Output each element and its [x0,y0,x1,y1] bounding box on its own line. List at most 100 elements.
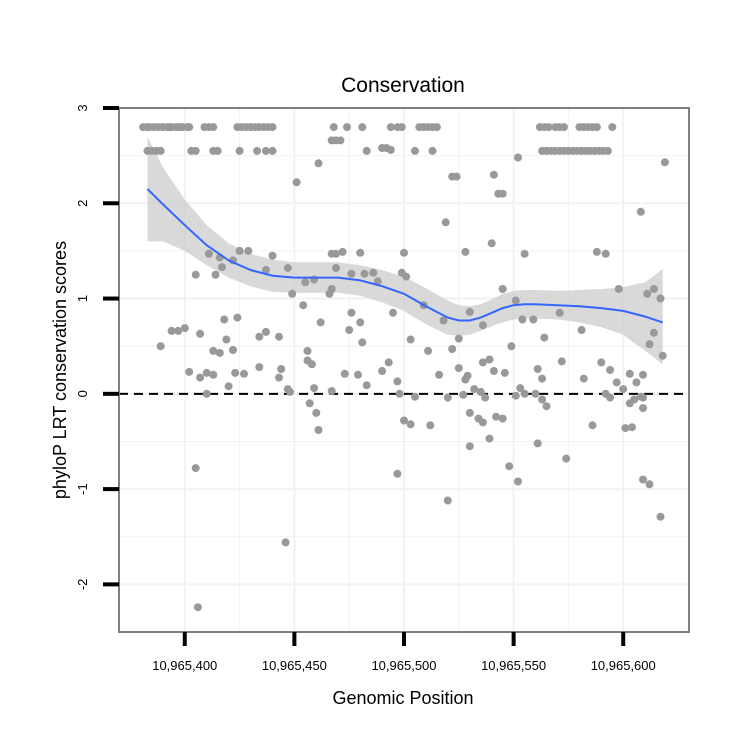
data-point [424,346,433,355]
data-point [233,313,242,322]
data-point [336,136,345,145]
data-point [518,315,527,324]
data-point [478,418,487,427]
data-point [268,146,277,155]
data-point [191,270,200,279]
data-point [191,146,200,155]
data-point [606,393,615,402]
x-axis-title: Genomic Position [332,688,473,708]
data-point [538,395,547,404]
data-point [619,385,628,394]
data-point [511,296,520,305]
data-point [240,369,248,378]
data-point [649,328,658,337]
data-point [621,424,630,433]
data-point [213,146,222,155]
data-point [384,358,393,367]
data-point [244,246,253,255]
data-point [614,285,623,293]
data-point [400,416,408,425]
smooth-curve [146,188,664,324]
data-point [209,346,218,355]
data-point [340,369,349,378]
data-point [332,264,340,273]
data-point [362,146,371,155]
data-point [516,384,525,393]
data-point [498,189,507,198]
data-point [156,146,165,155]
data-point [325,289,334,298]
data-point [592,247,601,256]
data-point [411,392,419,401]
data-point [253,146,262,155]
data-point [231,368,240,377]
data-point [533,439,542,448]
data-point [299,301,308,310]
data-point [316,318,325,327]
x-axis-ticks: 10,965,400 10,965,450 10,965,500 10,965,550… [152,632,656,673]
data-point [343,123,351,132]
data-point [529,315,538,324]
data-point [185,123,194,132]
data-point [356,318,365,327]
data-point [441,218,450,227]
data-point [557,357,566,366]
data-point [209,370,218,379]
data-point [275,332,283,341]
data-point [193,603,202,612]
data-point [476,387,485,396]
data-point [218,263,226,272]
data-point [577,326,586,334]
data-point [307,360,316,369]
data-point [454,364,463,373]
data-point [395,389,404,398]
data-point [354,370,362,379]
data-point [185,367,194,376]
data-point [514,477,522,486]
data-point [202,368,211,377]
data-point [645,480,654,489]
data-point [625,369,634,378]
data-point [211,270,220,279]
data-point [507,342,516,351]
chart-title: Conservation [341,74,465,97]
data-point [389,308,397,317]
data-point [465,442,474,451]
data-point [588,421,597,430]
data-point [542,402,551,411]
data-point [393,377,402,386]
data-point [478,358,487,367]
data-point [229,346,237,354]
data-point [347,269,356,278]
data-point [459,390,468,399]
data-point [281,538,290,547]
data-point [579,374,588,383]
data-point [511,391,520,400]
data-point [224,382,233,391]
y-axis-ticks: 3 2 1 0 -1 -2 [75,104,119,590]
data-point [603,146,612,155]
data-point [327,387,336,395]
y-axis-title: phyloP LRT conservation scores [50,241,70,499]
smooth-line [146,188,664,324]
data-point [222,335,231,344]
x-tick-label: 10,965,550 [481,658,546,673]
data-point [255,363,264,372]
data-point [520,249,529,258]
x-tick-label: 10,965,400 [152,658,217,673]
data-point [448,345,457,353]
data-point [435,370,444,379]
data-point [305,399,314,408]
data-point [461,247,470,256]
data-point [288,289,297,298]
data-point [338,247,347,256]
data-point [478,321,487,330]
data-point [601,249,610,258]
y-tick-label: 0 [75,390,90,397]
confidence-band-area [147,136,663,365]
data-point [283,264,292,273]
data-point [489,170,498,179]
data-point [369,268,378,277]
